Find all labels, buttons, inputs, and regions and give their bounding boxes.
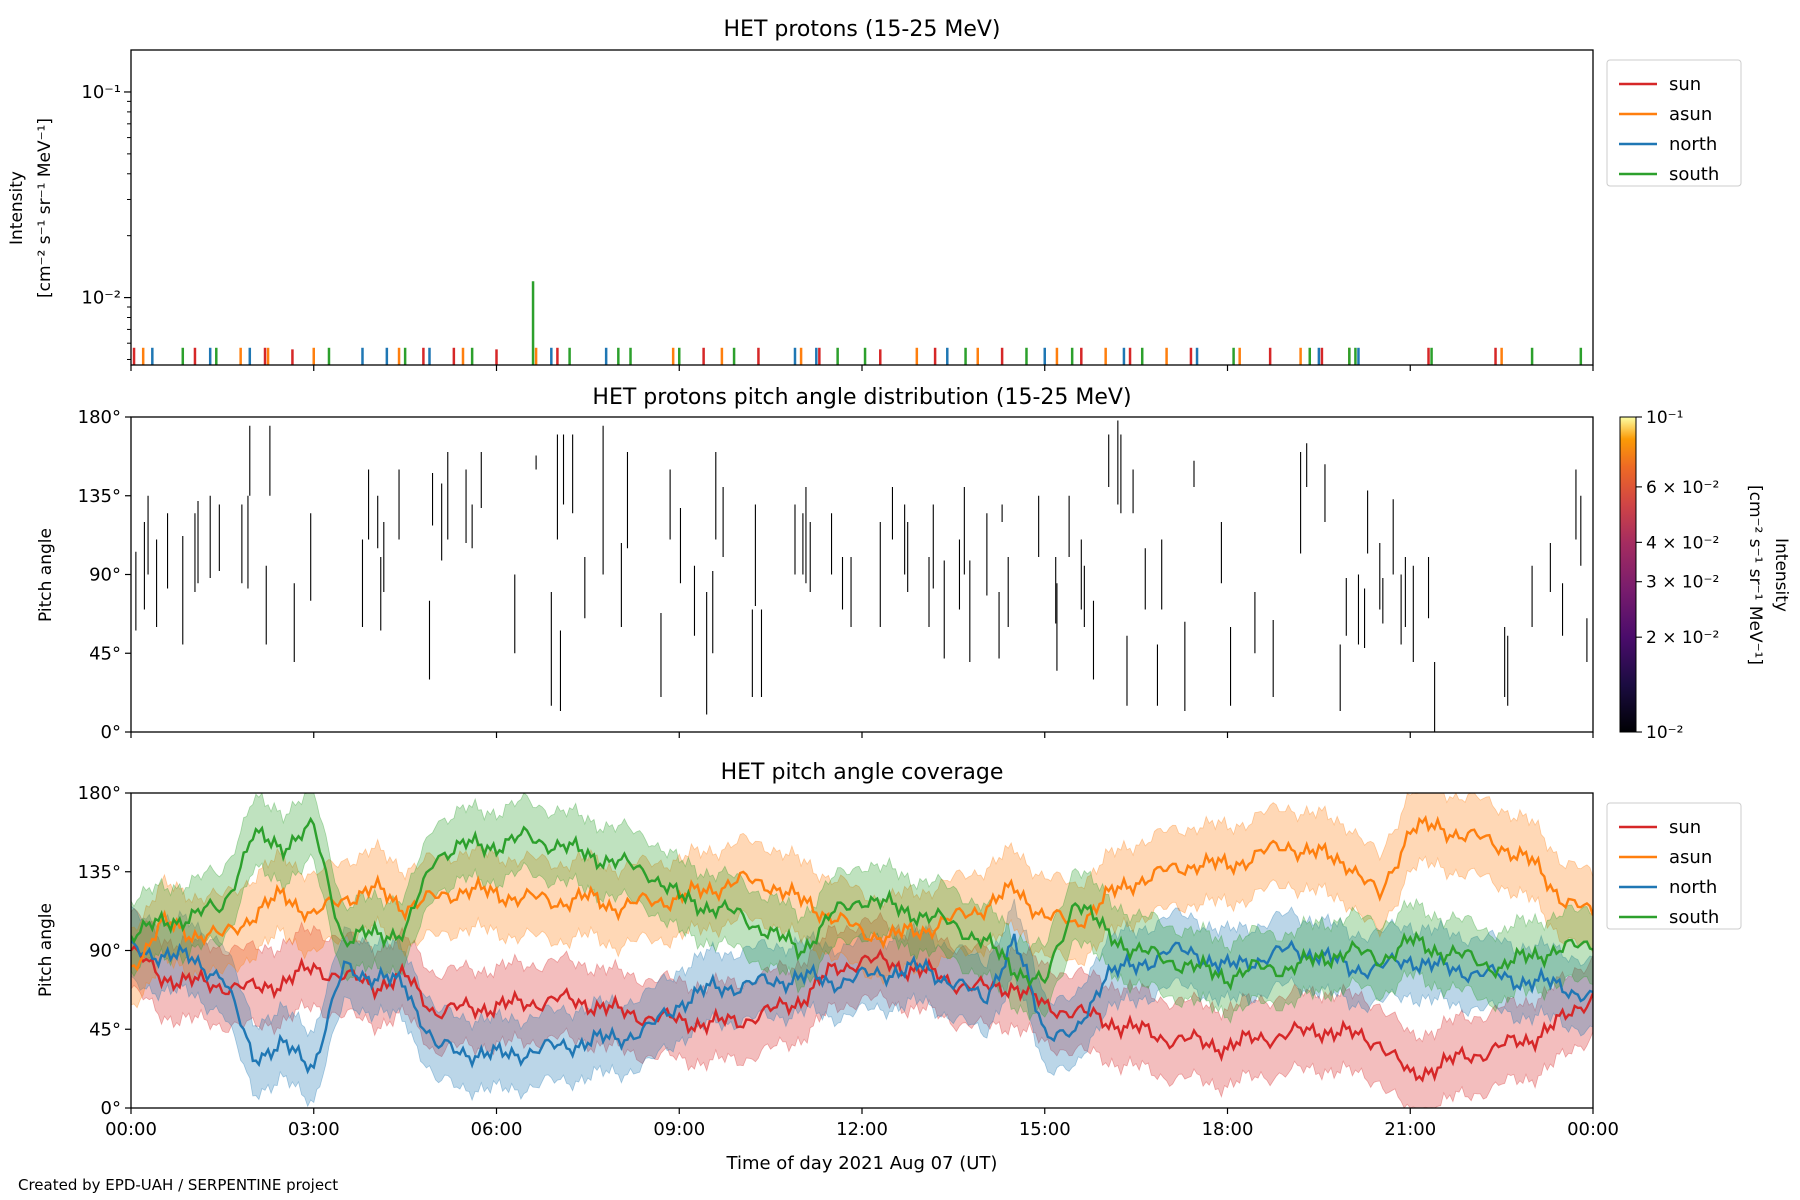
colorbar — [1619, 416, 1637, 733]
colorbar-tick-label: 6 × 10⁻² — [1646, 478, 1719, 498]
colorbar-ticks: 10⁻¹ 6 × 10⁻² 4 × 10⁻² 3 × 10⁻² 2 × 10⁻² 10⁻² — [1636, 408, 1719, 743]
y-tick-label: 90° — [89, 565, 121, 586]
x-tick-label: 15:00 — [1019, 1119, 1071, 1140]
band-asun — [131, 793, 1593, 1009]
series-sun — [131, 945, 1593, 1083]
y-tick-label: 180° — [78, 783, 121, 804]
y-tick-label: 0° — [101, 1098, 121, 1119]
panel1-ylabel: Intensity — [7, 171, 27, 245]
x-tick-label: 06:00 — [471, 1119, 523, 1140]
x-tick-label: 12:00 — [836, 1119, 888, 1140]
panel3-legend: sun asun north south — [1606, 802, 1742, 930]
legend-entry-south: south — [1669, 907, 1719, 928]
legend-box — [1606, 59, 1742, 187]
legend-entry-south: south — [1669, 164, 1719, 185]
series-asun — [131, 814, 1593, 972]
colorbar-tick-label: 3 × 10⁻² — [1646, 573, 1719, 593]
colorbar-tick-label: 10⁻² — [1646, 723, 1683, 743]
panel1-frame — [130, 49, 1594, 366]
y-tick-label: 135° — [78, 486, 121, 507]
panel1-yunit: [cm⁻² s⁻¹ sr⁻¹ MeV⁻¹] — [35, 118, 55, 298]
x-tick-label: 00:00 — [105, 1119, 157, 1140]
x-tick-label: 03:00 — [288, 1119, 340, 1140]
y-tick-label: 90° — [89, 941, 121, 962]
colorbar-tick-label: 4 × 10⁻² — [1646, 533, 1719, 553]
series-south — [131, 816, 1593, 992]
legend-entry-sun: sun — [1669, 74, 1701, 95]
panel3-ylabel: Pitch angle — [36, 903, 56, 997]
legend-entry-north: north — [1669, 134, 1717, 155]
colorbar-tick-label: 10⁻¹ — [1646, 408, 1683, 428]
colorbar-label: Intensity — [1771, 538, 1791, 612]
y-tick-label: 10⁻² — [81, 288, 121, 309]
y-tick-label: 10⁻¹ — [81, 82, 121, 103]
legend-entry-asun: asun — [1669, 847, 1712, 868]
panel-pitch-angle-coverage: HET pitch angle coverage 0° 45° 90° 135° 180… — [36, 760, 1742, 1174]
panel-pitch-angle-distribution: HET protons pitch angle distribution (15… — [36, 385, 1791, 743]
panel1-axes: 10⁻¹ 10⁻² — [81, 82, 1594, 371]
panel3-axes: 0° 45° 90° 135° 180° 00:00 03:00 06:00 09:00 12:0… — [78, 783, 1619, 1140]
panel1-title: HET protons (15-25 MeV) — [724, 17, 1001, 42]
colorbar-tick-label: 2 × 10⁻² — [1646, 628, 1719, 648]
panel2-frame — [130, 416, 1594, 733]
y-tick-label: 180° — [78, 407, 121, 428]
legend-entry-north: north — [1669, 877, 1717, 898]
panel1-plot-area — [132, 281, 1583, 365]
y-tick-label: 45° — [89, 1019, 121, 1040]
panel2-axes: 0° 45° 90° 135° 180° — [78, 407, 1594, 743]
y-tick-label: 135° — [78, 862, 121, 883]
x-tick-label: 09:00 — [653, 1119, 705, 1140]
x-tick-label: 00:00 — [1567, 1119, 1619, 1140]
colorbar-unit: [cm⁻² s⁻¹ sr⁻¹ MeV⁻¹] — [1745, 485, 1765, 665]
panel3-plot-area — [131, 793, 1593, 1108]
legend-entry-sun: sun — [1669, 817, 1701, 838]
x-tick-label: 21:00 — [1384, 1119, 1436, 1140]
legend-entry-asun: asun — [1669, 104, 1712, 125]
panel3-title: HET pitch angle coverage — [721, 760, 1004, 785]
y-tick-label: 0° — [101, 722, 121, 743]
legend-box — [1606, 802, 1742, 930]
panel-intensity: HET protons (15-25 MeV) 10⁻¹ 10⁻² Intensi… — [7, 17, 1742, 371]
footer-credit: Created by EPD-UAH / SERPENTINE project — [18, 1176, 339, 1194]
panel3-xlabel: Time of day 2021 Aug 07 (UT) — [726, 1153, 998, 1174]
panel2-plot-area — [135, 420, 1588, 732]
series-north — [131, 933, 1593, 1075]
x-tick-label: 18:00 — [1202, 1119, 1254, 1140]
y-tick-label: 45° — [89, 643, 121, 664]
panel2-ylabel: Pitch angle — [36, 528, 56, 622]
panel2-title: HET protons pitch angle distribution (15… — [592, 385, 1131, 410]
panel1-legend: sun asun north south — [1606, 59, 1742, 187]
